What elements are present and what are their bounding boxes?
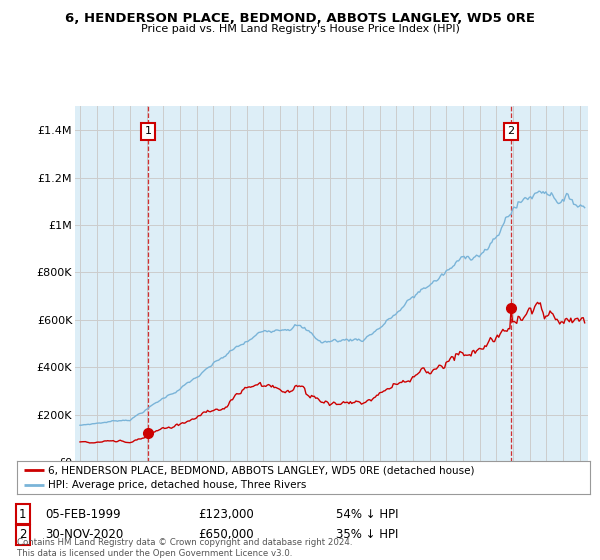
Text: 35% ↓ HPI: 35% ↓ HPI: [336, 528, 398, 542]
Text: Contains HM Land Registry data © Crown copyright and database right 2024.
This d: Contains HM Land Registry data © Crown c…: [17, 538, 352, 558]
Text: 6, HENDERSON PLACE, BEDMOND, ABBOTS LANGLEY, WD5 0RE (detached house): 6, HENDERSON PLACE, BEDMOND, ABBOTS LANG…: [49, 465, 475, 475]
Text: 1: 1: [145, 127, 151, 136]
Text: 2: 2: [508, 127, 515, 136]
Text: 2: 2: [19, 528, 26, 542]
Text: 1: 1: [19, 507, 26, 521]
Text: 6, HENDERSON PLACE, BEDMOND, ABBOTS LANGLEY, WD5 0RE: 6, HENDERSON PLACE, BEDMOND, ABBOTS LANG…: [65, 12, 535, 25]
Text: £123,000: £123,000: [198, 507, 254, 521]
Text: HPI: Average price, detached house, Three Rivers: HPI: Average price, detached house, Thre…: [49, 480, 307, 490]
Text: Price paid vs. HM Land Registry's House Price Index (HPI): Price paid vs. HM Land Registry's House …: [140, 24, 460, 34]
Text: 05-FEB-1999: 05-FEB-1999: [45, 507, 121, 521]
Text: £650,000: £650,000: [198, 528, 254, 542]
Text: 30-NOV-2020: 30-NOV-2020: [45, 528, 123, 542]
Text: 54% ↓ HPI: 54% ↓ HPI: [336, 507, 398, 521]
